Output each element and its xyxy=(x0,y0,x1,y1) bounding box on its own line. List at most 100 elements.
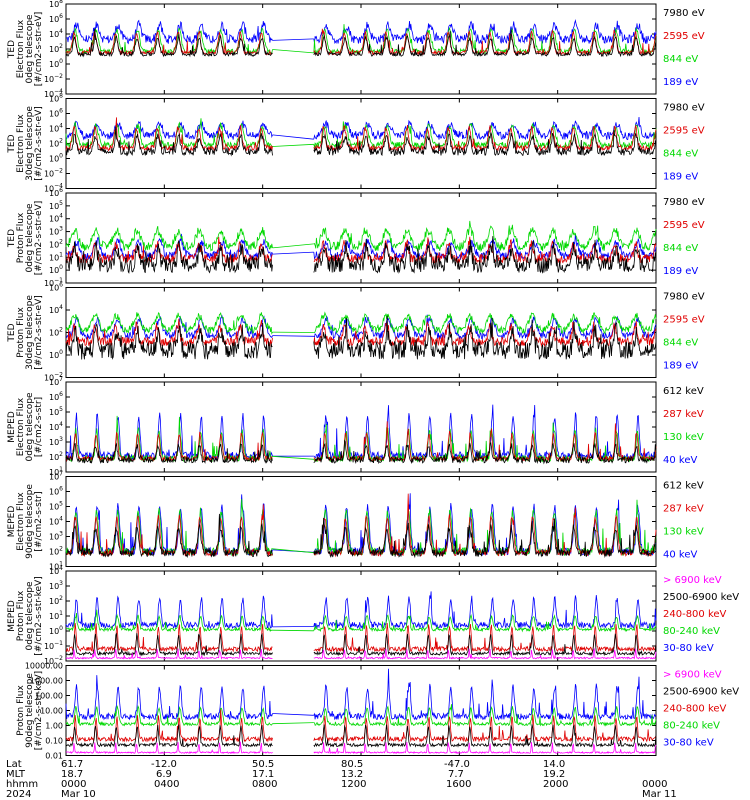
ylabel-line: Proton Flux xyxy=(16,212,26,263)
y-tick-label: 10−2 xyxy=(44,73,63,84)
time-axis-footer: Lat MLT hhmm 2024 61.7 18.7 0000 Mar 10 … xyxy=(6,759,677,800)
y-tick-label: 106 xyxy=(49,486,63,497)
footer-lat-5: 14.0 xyxy=(543,759,565,770)
y-tick-label: 101 xyxy=(49,610,63,621)
panel-ylabel: MEPED Proton Flux 0deg telescope [#/cm2-s-s… xyxy=(7,576,44,655)
series-black xyxy=(65,236,657,274)
footer-lat-3: 80.5 xyxy=(341,759,363,770)
y-tick-label: 102 xyxy=(49,327,63,338)
footer-mlt-3: 13.2 xyxy=(341,769,363,780)
panel-frame xyxy=(65,665,657,756)
ylabel-line: Proton Flux xyxy=(16,590,26,641)
panel-6: 107 106 105 104 103 102 101 MEPED Electron Flux 9… xyxy=(7,471,704,572)
y-tick-label: 10000.00 xyxy=(25,662,63,671)
legend-entry: 240-800 keV xyxy=(663,609,727,620)
legend-entry: 287 keV xyxy=(663,409,704,420)
legend-entry: 844 eV xyxy=(663,338,698,349)
series-red xyxy=(65,421,657,463)
y-tick-label: 107 xyxy=(49,376,63,387)
legend-entry: 844 eV xyxy=(663,54,698,65)
legend-entry: 130 keV xyxy=(663,432,704,443)
gap-bridge-green xyxy=(272,548,314,554)
ylabel-line: 0deg telescope xyxy=(25,203,35,273)
y-tick-label: 104 xyxy=(49,565,63,576)
series-black xyxy=(65,632,657,657)
legend-entry: 80-240 keV xyxy=(663,626,720,637)
ylabel-line: [#/cm2-s-str-keV] xyxy=(34,576,44,655)
gap-bridge-green xyxy=(272,49,314,54)
y-tick-label: 10−2 xyxy=(44,655,63,666)
footer-mlt-5: 19.2 xyxy=(543,769,565,780)
y-tick-label: 104 xyxy=(49,28,63,39)
panel-frame xyxy=(65,3,657,95)
series-black xyxy=(65,439,657,465)
legend-entry: 2595 eV xyxy=(663,31,705,42)
gap-bridge-blue xyxy=(272,626,314,628)
series-black xyxy=(65,28,657,58)
legend-entry: 612 keV xyxy=(663,386,704,397)
ylabel-line: Electron Flux xyxy=(16,492,26,551)
y-tick-label: 0.10 xyxy=(45,737,63,746)
panel-ylabel: TED Electron Flux 30deg telescope [#/cm2-s-… xyxy=(7,106,44,181)
gap-bridge-blue xyxy=(272,134,314,140)
y-tick-label: 1.00 xyxy=(45,722,63,731)
footer-row-label-year: 2024 xyxy=(6,789,31,800)
y-tick-label: 101 xyxy=(49,251,63,262)
y-tick-label: 10.00 xyxy=(40,707,63,716)
footer-hhmm-6: 0000 xyxy=(642,779,667,790)
y-tick-label: 103 xyxy=(49,436,63,447)
footer-mlt-2: 17.1 xyxy=(252,769,274,780)
series-green xyxy=(65,311,657,335)
footer-lat-0: 61.7 xyxy=(61,759,83,770)
y-tick-label: 108 xyxy=(49,0,63,9)
panel-ylabel: TED Proton Flux 0deg telescope [#/cm2-s-str… xyxy=(7,201,44,276)
ylabel-line: [#/cm2-s-str-eV] xyxy=(34,106,44,181)
legend-entry: 287 keV xyxy=(663,504,704,515)
y-tick-label: 102 xyxy=(49,43,63,54)
series-red xyxy=(65,493,657,558)
legend-entry: 2500-6900 keV xyxy=(663,687,739,698)
y-tick-label: 101 xyxy=(49,561,63,572)
legend-entry: 40 keV xyxy=(663,550,697,561)
legend-entry: 240-800 keV xyxy=(663,704,727,715)
legend-entry: 189 eV xyxy=(663,266,698,277)
y-tick-label: 103 xyxy=(49,580,63,591)
y-tick-label: 106 xyxy=(49,282,63,293)
footer-mlt-0: 18.7 xyxy=(61,769,83,780)
footer-date-0: Mar 10 xyxy=(61,789,96,800)
y-tick-label: 10−2 xyxy=(44,372,63,383)
gap-bridge-green xyxy=(272,143,314,147)
footer-mlt-1: 6.9 xyxy=(156,769,172,780)
series-blue xyxy=(65,404,657,461)
y-tick-label: 106 xyxy=(49,187,63,198)
legend-entry: 30-80 keV xyxy=(663,738,714,749)
y-tick-label: 105 xyxy=(49,501,63,512)
y-tick-label: 1000.00 xyxy=(30,677,63,686)
legend-entry: 7980 eV xyxy=(663,292,705,303)
y-tick-label: 100 xyxy=(49,349,63,360)
y-tick-label: 100.00 xyxy=(35,692,63,701)
footer-date-6: Mar 11 xyxy=(642,789,677,800)
ylabel-line: TED xyxy=(7,134,17,153)
ylabel-line: MEPED xyxy=(7,411,17,443)
series-green xyxy=(65,704,657,727)
ylabel-line: 90deg telescope xyxy=(25,673,35,748)
y-tick-label: 104 xyxy=(49,304,63,315)
series-blue xyxy=(65,233,657,262)
footer-lat-1: -12.0 xyxy=(151,759,177,770)
footer-hhmm-3: 1200 xyxy=(341,779,366,790)
footer-hhmm-1: 0400 xyxy=(154,779,179,790)
panel-ylabel: MEPED Electron Flux 0deg telescope [#/cm2-s… xyxy=(7,392,44,462)
y-tick-label: 10−1 xyxy=(44,277,63,288)
footer-lat-4: -47.0 xyxy=(444,759,470,770)
legend-entry: 7980 eV xyxy=(663,8,705,19)
series-red xyxy=(65,318,657,348)
legend-entry: 189 eV xyxy=(663,172,698,183)
legend-entry: 40 keV xyxy=(663,455,697,466)
footer-hhmm-4: 1600 xyxy=(446,779,471,790)
